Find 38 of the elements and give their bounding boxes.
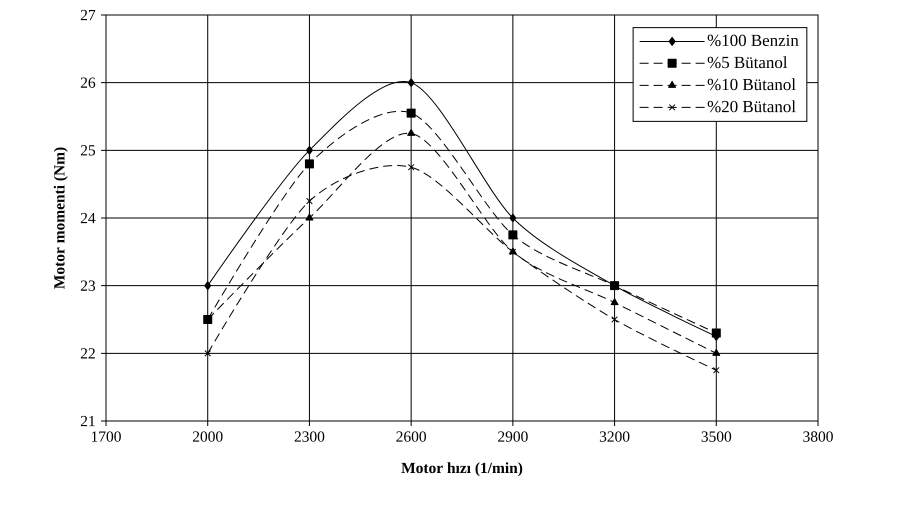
y-tick-label: 24: [80, 212, 96, 224]
y-tick-label: 27: [80, 10, 96, 20]
point: [610, 298, 619, 306]
y-tick-label: 25: [80, 145, 96, 156]
point: [407, 128, 416, 136]
y-tick-label: 22: [80, 348, 95, 358]
point: [306, 146, 313, 155]
x-tick-label: 3800: [803, 431, 833, 442]
point: [508, 230, 518, 240]
point: [304, 159, 314, 168]
point: [712, 328, 721, 338]
point: [406, 108, 416, 118]
x-tick-label: 2000: [192, 431, 223, 442]
x-axis-title: Motor hızı (1/min): [401, 462, 522, 476]
point: [712, 366, 720, 374]
x-tick-label: 3500: [702, 431, 732, 442]
point: [712, 348, 720, 356]
y-axis-title: Motor momenti (Nm): [54, 148, 68, 289]
point: [204, 350, 212, 357]
x-tick-label: 2600: [396, 431, 426, 442]
point: [305, 214, 314, 220]
point: [306, 198, 313, 204]
x-tick-label: 3200: [600, 431, 630, 442]
point: [611, 316, 618, 323]
x-tick-label: 2300: [294, 431, 324, 442]
x-tick-label: 1700: [92, 431, 121, 442]
y-tick-label: 21: [80, 416, 95, 426]
legend-label: %5 Bütanol: [708, 56, 788, 68]
legend-label: %20 Bütanol: [708, 100, 796, 112]
point: [408, 164, 414, 171]
x-tick-label: 2900: [498, 431, 528, 442]
legend-label: %10 Bütanol: [708, 78, 796, 90]
point: [509, 214, 516, 222]
legend-label: %100 Benzin: [708, 34, 799, 46]
point: [204, 281, 212, 290]
y-tick-label: 26: [80, 77, 96, 88]
point: [408, 78, 415, 88]
y-tick-label: 23: [80, 280, 96, 291]
